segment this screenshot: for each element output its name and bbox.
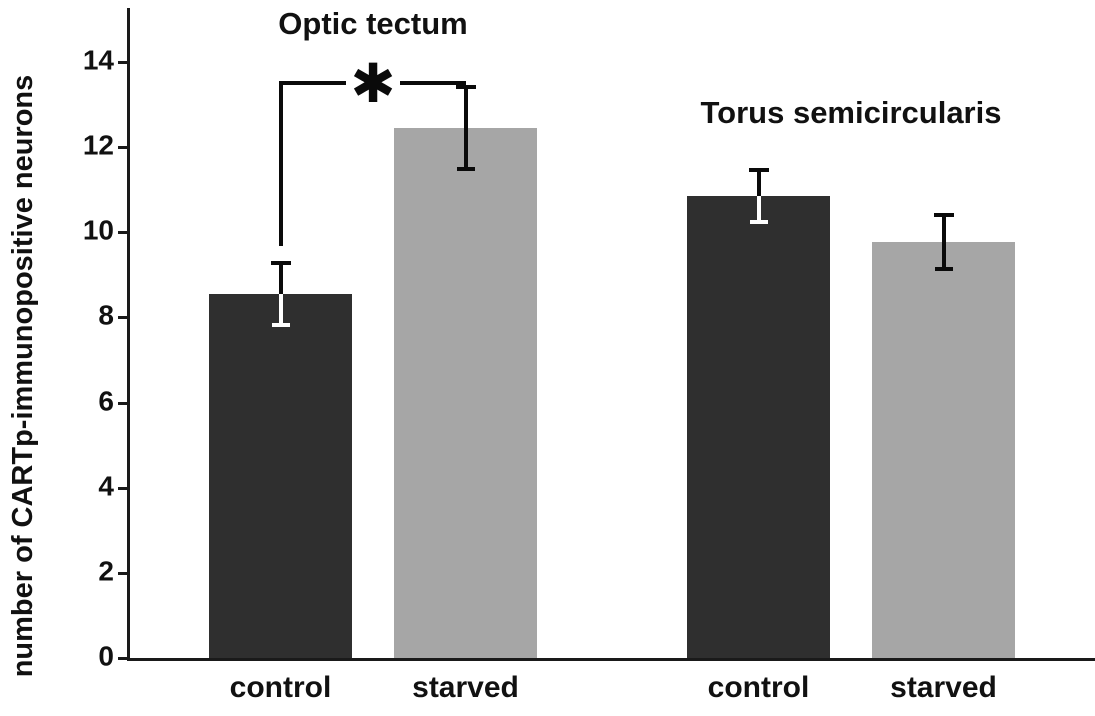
y-tick xyxy=(118,146,129,150)
error-bar-bottom-cap xyxy=(271,323,290,328)
error-bar-top-cap xyxy=(455,85,476,90)
x-axis-line xyxy=(127,658,1095,661)
y-axis-line xyxy=(127,8,130,661)
bar-optic-tectum-control xyxy=(209,294,352,658)
error-bar-upper-control xyxy=(756,168,761,197)
bar-torus-semicircularis-control xyxy=(687,196,830,658)
significance-asterisk: ✱ xyxy=(350,52,396,116)
y-tick-label: 0 xyxy=(98,640,114,672)
error-bar-lower-control xyxy=(756,196,761,224)
y-tick-label: 2 xyxy=(98,555,114,587)
error-bar-top-cap xyxy=(933,212,954,217)
y-axis-label: number of CARTp-immunopositive neurons xyxy=(7,74,39,678)
y-tick-label: 10 xyxy=(82,215,114,247)
y-tick xyxy=(118,571,129,575)
error-bar-bottom-cap xyxy=(749,219,768,224)
significance-bracket-left-segment xyxy=(280,81,346,86)
x-label-starved: starved xyxy=(412,671,519,704)
x-label-control: control xyxy=(707,671,810,704)
y-tick-label: 6 xyxy=(98,385,114,417)
y-tick xyxy=(118,231,129,235)
error-bar-bottom-cap xyxy=(456,166,475,171)
bar-optic-tectum-starved xyxy=(394,128,537,658)
y-tick xyxy=(118,316,129,320)
significance-bracket-right-segment xyxy=(400,81,466,86)
error-bar-upper-starved xyxy=(941,212,946,242)
y-tick-label: 12 xyxy=(82,129,114,161)
error-bar-upper-starved xyxy=(463,85,468,128)
error-bar-bottom-cap xyxy=(934,266,953,271)
significance-bracket-drop xyxy=(278,81,283,246)
bar-torus-semicircularis-starved xyxy=(872,241,1015,658)
x-label-control: control xyxy=(229,671,332,704)
error-bar-lower-starved xyxy=(463,128,468,171)
y-tick xyxy=(118,657,129,660)
y-tick-label: 14 xyxy=(82,44,114,76)
x-label-starved: starved xyxy=(890,671,997,704)
y-tick xyxy=(118,61,129,65)
group-title-optic-tectum: Optic tectum xyxy=(278,6,468,41)
group-title-torus-semicircularis: Torus semicircularis xyxy=(700,95,1002,130)
error-bar-upper-control xyxy=(278,260,283,295)
error-bar-lower-control xyxy=(278,294,283,328)
error-bar-top-cap xyxy=(748,168,769,173)
y-tick-label: 4 xyxy=(98,470,114,502)
y-tick xyxy=(118,486,129,490)
y-tick xyxy=(118,401,129,405)
error-bar-top-cap xyxy=(270,260,291,265)
error-bar-lower-starved xyxy=(941,241,946,271)
y-tick-label: 8 xyxy=(98,300,114,332)
